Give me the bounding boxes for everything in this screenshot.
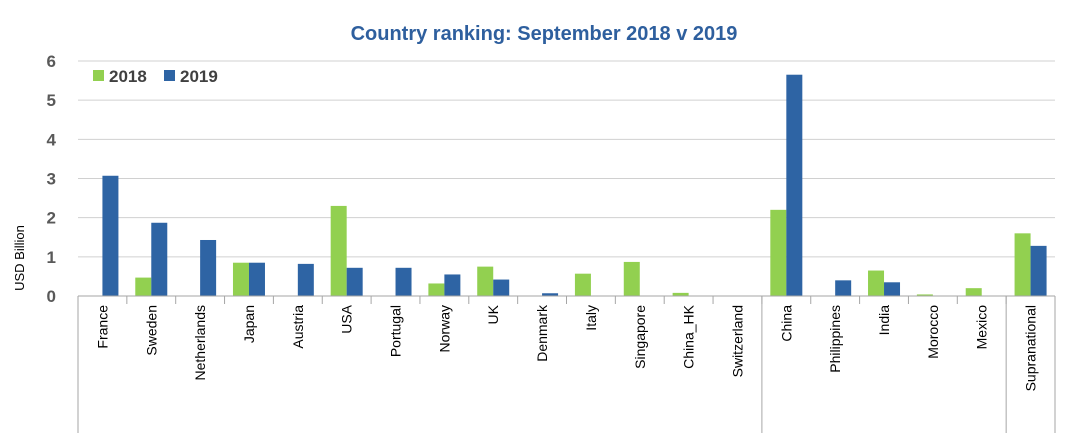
x-tick-label: Austria — [290, 305, 306, 349]
x-tick-label: India — [876, 305, 892, 336]
x-tick-label: Supranational — [1023, 305, 1039, 391]
legend-label-2019: 2019 — [180, 67, 218, 86]
x-tick-label: Netherlands — [192, 305, 208, 381]
bar-2019-Austria — [297, 263, 314, 296]
bar-2018-Sweden — [135, 277, 152, 296]
bar-2019-Portugal — [395, 267, 412, 296]
y-tick-label: 3 — [47, 170, 56, 189]
x-axis — [77, 295, 1056, 433]
x-tick-label: China_HK — [681, 304, 697, 368]
bar-2019-France — [102, 175, 119, 296]
bar-2018-Italy — [574, 273, 591, 296]
x-tick-label: Norway — [436, 305, 452, 352]
y-tick-label: 4 — [47, 130, 57, 149]
x-tick-label: Italy — [583, 305, 599, 331]
bar-2018-Singapore — [623, 261, 640, 296]
legend-swatch-2019 — [164, 70, 175, 81]
bar-2019-Philippines — [835, 280, 852, 296]
legend-swatch-2018 — [93, 70, 104, 81]
y-tick-label: 1 — [47, 248, 56, 267]
x-tick-labels: France Sweden Netherlands Japan Austria USA Po… — [94, 304, 1038, 391]
bar-2019-UK — [493, 279, 510, 296]
bar-2018-Morocco — [916, 294, 933, 296]
bar-2019-Japan — [248, 262, 265, 296]
chart-title: Country ranking: September 2018 v 2019 — [351, 23, 738, 45]
x-tick-label: Switzerland — [729, 305, 745, 377]
x-tick-label: UK — [485, 304, 501, 324]
bar-2018-China — [770, 209, 787, 296]
bar-2019-India — [884, 282, 901, 296]
bar-2018-Japan — [232, 262, 249, 296]
y-axis-label: USD Billion — [12, 225, 27, 291]
x-tick-label: Morocco — [925, 305, 941, 359]
x-tick-label: Denmark — [534, 304, 550, 362]
y-tick-labels: 0 1 2 3 4 5 6 — [47, 52, 57, 306]
y-tick-label: 0 — [47, 287, 56, 306]
y-tick-label: 2 — [47, 209, 56, 228]
x-tick-label: France — [94, 305, 110, 349]
bar-2019-USA — [346, 267, 363, 296]
bar-2019-Norway — [444, 274, 461, 296]
y-tick-label: 6 — [47, 52, 56, 71]
bar-2019-China — [786, 74, 803, 296]
x-tick-label: Singapore — [632, 305, 648, 369]
bar-2018-Mexico — [965, 288, 982, 296]
bar-2019-Denmark — [542, 293, 559, 296]
x-tick-label: Mexico — [974, 305, 990, 350]
bar-2018-China_HK — [672, 292, 689, 296]
x-tick-label: USA — [339, 304, 355, 333]
bar-2018-Norway — [428, 283, 445, 296]
bar-2018-UK — [477, 266, 494, 296]
bar-2019-Sweden — [151, 222, 168, 296]
gridlines — [78, 60, 1055, 258]
x-tick-label: Sweden — [143, 305, 159, 356]
bar-2018-Supranational — [1014, 233, 1031, 296]
x-tick-label: China — [778, 305, 794, 342]
bar-2018-USA — [330, 205, 347, 296]
legend: 2018 2019 — [93, 67, 218, 86]
y-tick-label: 5 — [47, 91, 56, 110]
x-tick-label: Japan — [241, 305, 257, 343]
bars — [102, 74, 1047, 296]
x-tick-label: Portugal — [388, 305, 404, 357]
bar-2018-India — [868, 270, 885, 296]
legend-label-2018: 2018 — [109, 67, 147, 86]
bar-2019-Netherlands — [200, 239, 217, 296]
bar-2019-Supranational — [1030, 245, 1047, 296]
x-tick-label: Philippines — [827, 305, 843, 373]
